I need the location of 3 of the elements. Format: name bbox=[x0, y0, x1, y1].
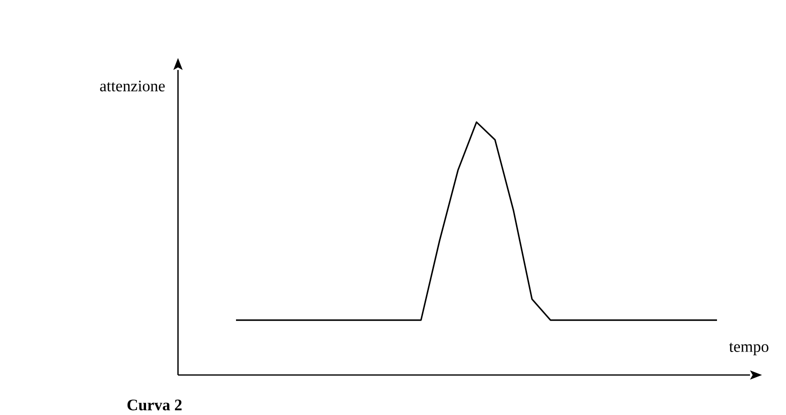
x-axis-title: tempo bbox=[729, 342, 768, 356]
text: Curva 2 bbox=[127, 400, 182, 410]
y-axis-title: attenzione bbox=[100, 80, 165, 92]
